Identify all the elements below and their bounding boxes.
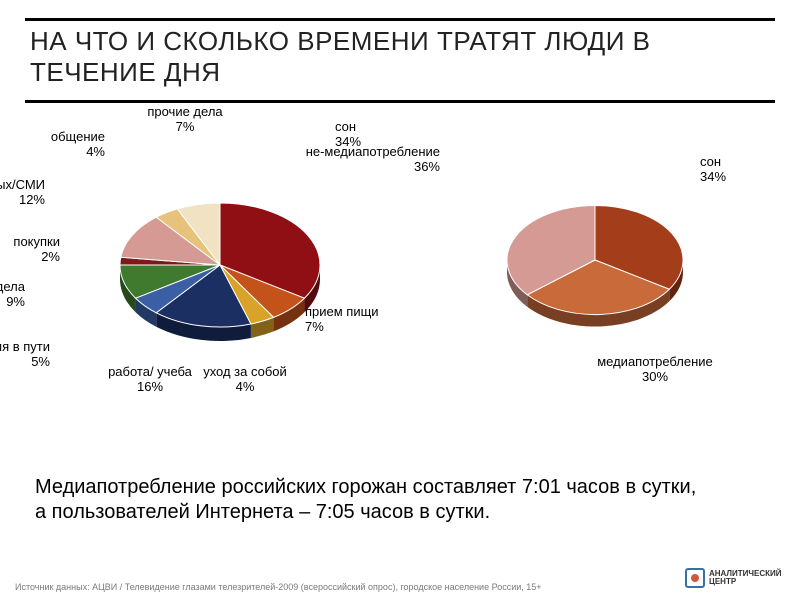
top-rule [25,18,775,21]
summary-text: Медиапотребление российских горожан сост… [35,475,760,525]
chart-area: сон34%прием пищи7%уход за собой4%работа/… [0,110,800,450]
pie-slice-label: общение4% [51,130,105,160]
pie-slice-label: домашние дела9% [0,280,25,310]
pie-slice-label: время в пути5% [0,340,50,370]
logo: АНАЛИТИЧЕСКИЙ ЦЕНТР [685,564,785,592]
pie-slice-label: прием пищи7% [305,305,379,335]
pie-slice-label: не-медиапотребление36% [306,145,440,175]
summary-line-2: а пользователей Интернета – 7:05 часов в… [35,500,760,525]
page-title: НА ЧТО И СКОЛЬКО ВРЕМЕНИ ТРАТЯТ ЛЮДИ В Т… [30,26,770,88]
pie-slice-label: покупки2% [13,235,60,265]
pie-slice-label: прочие дела7% [125,105,245,135]
pie-slice-label: медиапотребление30% [595,355,715,385]
logo-icon [685,568,705,588]
title-underline [25,100,775,103]
pie-slice-label: отдых/СМИ12% [0,178,45,208]
pie-slice-label: работа/ учеба16% [90,365,210,395]
source-text: Источник данных: АЦВИ / Телевидение глаз… [15,582,542,592]
summary-line-1: Медиапотребление российских горожан сост… [35,475,760,500]
pie-slice-label: сон34% [700,155,726,185]
logo-text: АНАЛИТИЧЕСКИЙ ЦЕНТР [709,570,782,586]
